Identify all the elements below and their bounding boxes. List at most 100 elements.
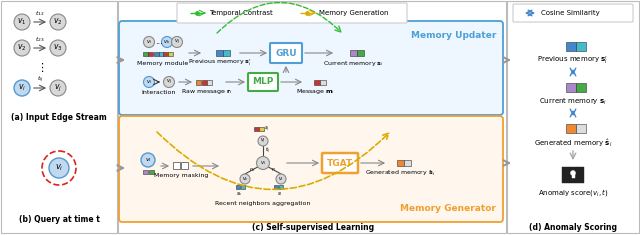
Bar: [216, 50, 223, 56]
Bar: [314, 79, 320, 85]
Text: $v_i$: $v_i$: [54, 163, 63, 173]
Text: GRU: GRU: [275, 48, 297, 58]
Text: $v_1$: $v_1$: [17, 17, 27, 27]
Bar: [357, 50, 364, 56]
Text: $t_{23}$: $t_{23}$: [35, 35, 45, 44]
Text: $v_i$: $v_i$: [18, 83, 26, 93]
FancyBboxPatch shape: [119, 116, 503, 222]
Bar: [576, 124, 586, 133]
Bar: [173, 162, 180, 169]
Bar: [196, 79, 201, 85]
Text: Memory Updater: Memory Updater: [411, 31, 496, 40]
FancyBboxPatch shape: [248, 73, 278, 91]
Bar: [1, 1, 117, 233]
Circle shape: [143, 36, 154, 47]
Bar: [143, 52, 147, 56]
Circle shape: [50, 40, 66, 56]
Text: $v_j$: $v_j$: [54, 82, 62, 94]
Bar: [143, 170, 148, 174]
Bar: [566, 124, 576, 133]
Text: Previous memory $\mathbf{s}_i'$: Previous memory $\mathbf{s}_i'$: [538, 55, 609, 67]
Bar: [236, 185, 240, 189]
Circle shape: [50, 14, 66, 30]
Text: $r_{ki}$: $r_{ki}$: [248, 165, 255, 174]
Text: $v_i$: $v_i$: [145, 156, 152, 164]
Bar: [404, 160, 411, 166]
Text: (b) Query at time t: (b) Query at time t: [19, 215, 99, 223]
Text: $t_{12}$: $t_{12}$: [35, 10, 45, 19]
Text: $v_i$: $v_i$: [260, 159, 266, 167]
Bar: [566, 42, 576, 51]
Bar: [181, 162, 188, 169]
FancyBboxPatch shape: [270, 43, 302, 63]
Text: Anomaly score$(v_i, t)$: Anomaly score$(v_i, t)$: [538, 188, 609, 199]
Bar: [168, 52, 173, 56]
Text: $t_{ij}$: $t_{ij}$: [36, 75, 44, 85]
Text: Generated memory $\hat{\mathbf{s}}_i$: Generated memory $\hat{\mathbf{s}}_i$: [534, 137, 612, 149]
Circle shape: [14, 14, 30, 30]
FancyBboxPatch shape: [322, 153, 358, 173]
Text: $v_k$: $v_k$: [163, 38, 171, 46]
Bar: [202, 79, 207, 85]
Bar: [254, 127, 259, 131]
Text: Memory masking: Memory masking: [154, 173, 208, 179]
Circle shape: [570, 171, 575, 176]
Text: $v_l$: $v_l$: [278, 175, 284, 183]
Text: Memory Generator: Memory Generator: [400, 204, 496, 213]
Bar: [350, 50, 357, 56]
FancyBboxPatch shape: [513, 4, 633, 22]
Text: $s_k$: $s_k$: [236, 190, 243, 198]
Text: $s_l$: $s_l$: [277, 190, 283, 198]
Text: $s_j$: $s_j$: [264, 124, 269, 134]
Circle shape: [257, 157, 269, 169]
Text: Temporal Contrast: Temporal Contrast: [209, 10, 273, 16]
Bar: [507, 1, 639, 233]
Text: $v_i$: $v_i$: [146, 38, 152, 46]
Bar: [320, 79, 326, 85]
Circle shape: [161, 36, 173, 47]
Text: Current memory $\mathbf{s}_i$: Current memory $\mathbf{s}_i$: [539, 97, 607, 107]
Text: $v_k$: $v_k$: [241, 175, 248, 183]
Bar: [397, 160, 404, 166]
Text: Message $\mathbf{m}_i$: Message $\mathbf{m}_i$: [296, 87, 335, 97]
Text: $v_i$: $v_i$: [146, 78, 152, 86]
Bar: [207, 79, 212, 85]
Circle shape: [258, 136, 268, 146]
Bar: [163, 52, 168, 56]
Circle shape: [141, 153, 155, 167]
Text: Memory module: Memory module: [138, 62, 189, 67]
Text: (c) Self-supervised Learning: (c) Self-supervised Learning: [252, 223, 374, 232]
Bar: [274, 185, 278, 189]
Text: Cosine Similarity: Cosine Similarity: [541, 10, 600, 16]
Text: MLP: MLP: [252, 78, 274, 86]
Text: Memory Generation: Memory Generation: [319, 10, 388, 16]
Circle shape: [14, 40, 30, 56]
Bar: [562, 167, 584, 183]
FancyBboxPatch shape: [119, 21, 503, 115]
Bar: [159, 52, 163, 56]
Bar: [572, 173, 575, 178]
Text: Raw message $\mathbf{r}_i$: Raw message $\mathbf{r}_i$: [181, 87, 233, 97]
Text: (d) Anomaly Scoring: (d) Anomaly Scoring: [529, 223, 617, 232]
Bar: [154, 52, 159, 56]
Text: $v_2$: $v_2$: [17, 43, 27, 53]
Text: $\vdots$: $\vdots$: [36, 62, 44, 74]
Bar: [118, 1, 506, 233]
Circle shape: [276, 174, 286, 184]
Circle shape: [172, 36, 182, 47]
Text: $v_j$: $v_j$: [260, 136, 266, 146]
Text: $v_j$: $v_j$: [174, 37, 180, 47]
Text: $t_{ij}$: $t_{ij}$: [265, 146, 271, 156]
Text: (a) Input Edge Stream: (a) Input Edge Stream: [11, 114, 107, 122]
Bar: [278, 185, 282, 189]
Bar: [148, 170, 154, 174]
Text: $v_3$: $v_3$: [53, 43, 63, 53]
Bar: [241, 185, 244, 189]
Text: Generated memory $\hat{\mathbf{s}}_i$: Generated memory $\hat{\mathbf{s}}_i$: [365, 168, 435, 178]
Circle shape: [49, 158, 69, 178]
Circle shape: [143, 77, 154, 87]
Text: $r_{li}$: $r_{li}$: [271, 165, 277, 174]
Circle shape: [163, 77, 175, 87]
Bar: [259, 127, 264, 131]
Text: Interaction: Interaction: [142, 90, 176, 95]
